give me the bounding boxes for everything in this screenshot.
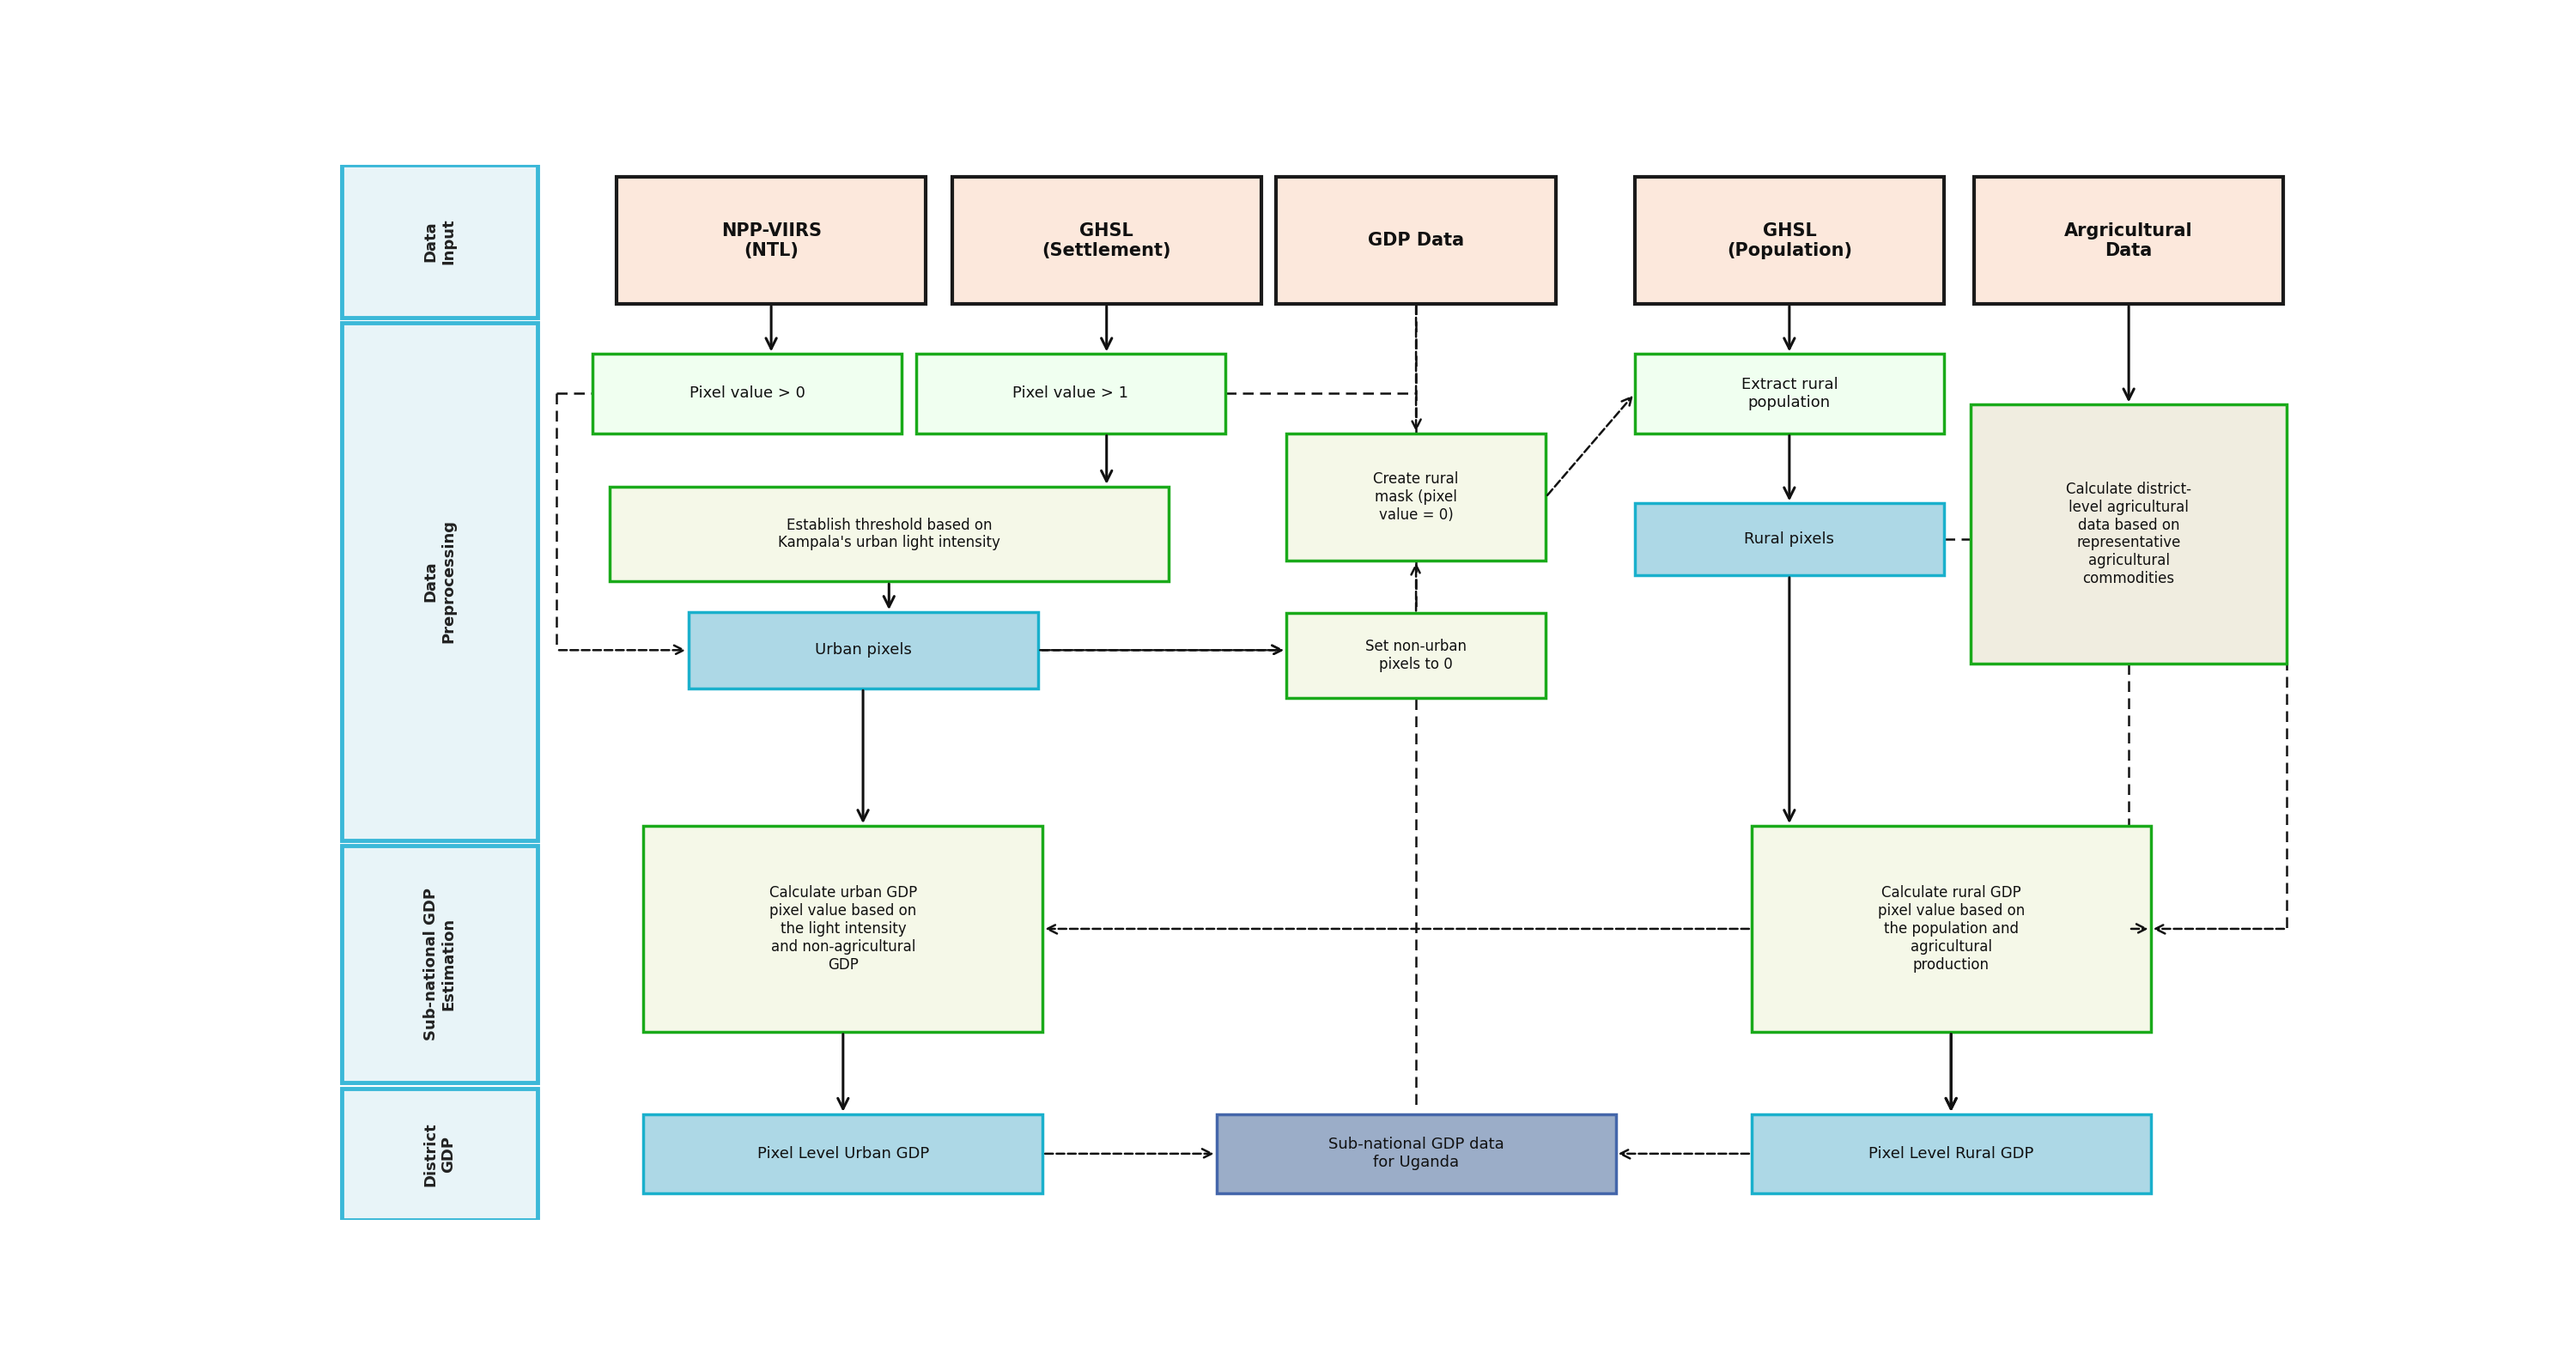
Text: Sub-national GDP data
for Uganda: Sub-national GDP data for Uganda xyxy=(1329,1137,1504,1171)
Text: Pixel value > 1: Pixel value > 1 xyxy=(1012,385,1128,402)
Text: Calculate urban GDP
pixel value based on
the light intensity
and non-agricultura: Calculate urban GDP pixel value based on… xyxy=(770,886,917,972)
Text: Data
Input: Data Input xyxy=(422,218,456,265)
FancyBboxPatch shape xyxy=(343,165,538,318)
FancyBboxPatch shape xyxy=(343,846,538,1083)
FancyBboxPatch shape xyxy=(1216,1115,1615,1193)
Text: Pixel Level Rural GDP: Pixel Level Rural GDP xyxy=(1868,1146,2032,1161)
Text: Argricultural
Data: Argricultural Data xyxy=(2063,222,2192,259)
Text: Rural pixels: Rural pixels xyxy=(1744,532,1834,547)
FancyBboxPatch shape xyxy=(1636,354,1945,433)
FancyBboxPatch shape xyxy=(1973,177,2282,304)
FancyBboxPatch shape xyxy=(1636,503,1945,576)
Text: Establish threshold based on
Kampala's urban light intensity: Establish threshold based on Kampala's u… xyxy=(778,517,999,551)
FancyBboxPatch shape xyxy=(611,487,1170,581)
FancyBboxPatch shape xyxy=(1971,404,2287,664)
FancyBboxPatch shape xyxy=(953,177,1262,304)
Text: Urban pixels: Urban pixels xyxy=(814,643,912,658)
Text: Sub-national GDP
Estimation: Sub-national GDP Estimation xyxy=(422,888,456,1041)
FancyBboxPatch shape xyxy=(644,1115,1043,1193)
Text: Calculate district-
level agricultural
data based on
representative
agricultural: Calculate district- level agricultural d… xyxy=(2066,481,2192,587)
Text: District
GDP: District GDP xyxy=(422,1123,456,1186)
Text: Pixel value > 0: Pixel value > 0 xyxy=(690,385,806,402)
FancyBboxPatch shape xyxy=(343,324,538,840)
FancyBboxPatch shape xyxy=(616,177,925,304)
FancyBboxPatch shape xyxy=(688,611,1038,688)
FancyBboxPatch shape xyxy=(1752,825,2151,1032)
FancyBboxPatch shape xyxy=(1636,177,1945,304)
Text: Pixel Level Urban GDP: Pixel Level Urban GDP xyxy=(757,1146,930,1161)
FancyBboxPatch shape xyxy=(1275,177,1556,304)
Text: Calculate rural GDP
pixel value based on
the population and
agricultural
product: Calculate rural GDP pixel value based on… xyxy=(1878,886,2025,972)
FancyBboxPatch shape xyxy=(1285,613,1546,698)
Text: NPP-VIIRS
(NTL): NPP-VIIRS (NTL) xyxy=(721,222,822,259)
FancyBboxPatch shape xyxy=(343,1089,538,1220)
Text: Data
Preprocessing: Data Preprocessing xyxy=(422,520,456,643)
FancyBboxPatch shape xyxy=(644,825,1043,1032)
FancyBboxPatch shape xyxy=(592,354,902,433)
FancyBboxPatch shape xyxy=(917,354,1226,433)
Text: GDP Data: GDP Data xyxy=(1368,232,1463,250)
Text: Set non-urban
pixels to 0: Set non-urban pixels to 0 xyxy=(1365,639,1466,672)
FancyBboxPatch shape xyxy=(1752,1115,2151,1193)
Text: Create rural
mask (pixel
value = 0): Create rural mask (pixel value = 0) xyxy=(1373,472,1458,522)
Text: GHSL
(Population): GHSL (Population) xyxy=(1726,222,1852,259)
Text: GHSL
(Settlement): GHSL (Settlement) xyxy=(1041,222,1172,259)
FancyBboxPatch shape xyxy=(1285,433,1546,561)
Text: Extract rural
population: Extract rural population xyxy=(1741,377,1837,410)
